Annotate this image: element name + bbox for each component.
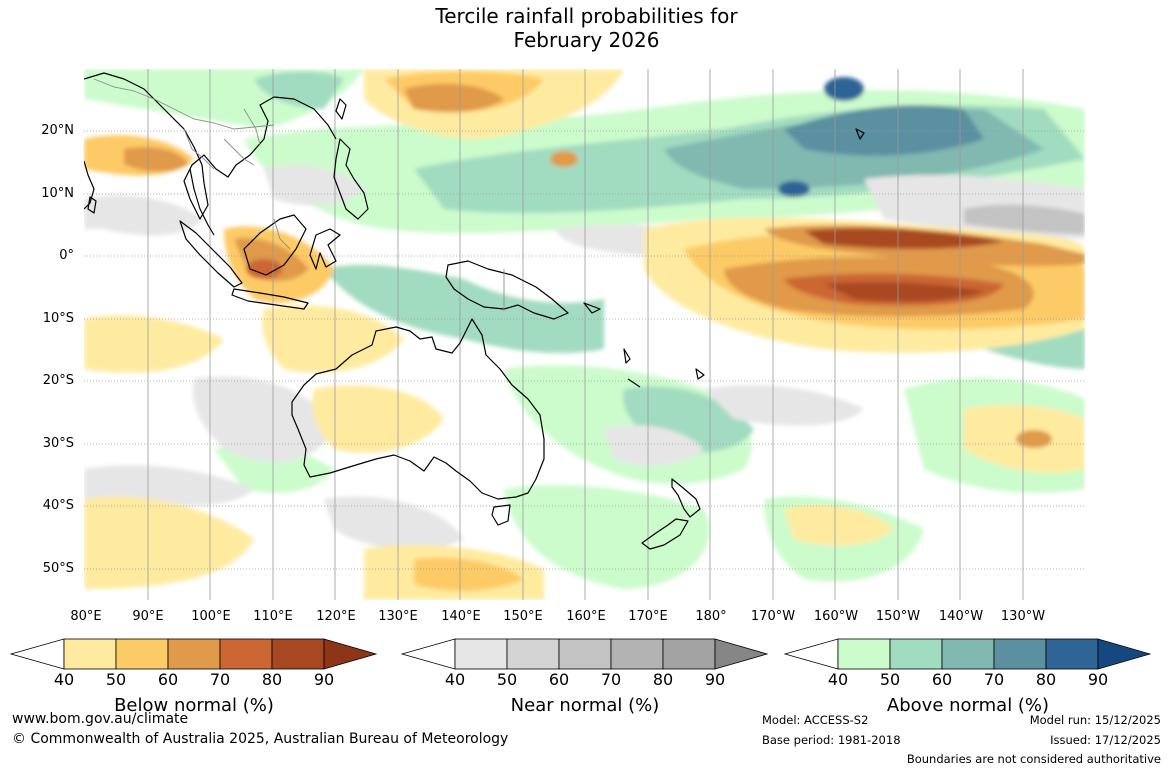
coastlines [84, 72, 865, 550]
new-guinea-outline [445, 260, 569, 320]
near-swatch-1 [454, 638, 508, 670]
lon-label-170w: 170°W [750, 609, 796, 624]
new-zealand-north-outline [671, 478, 701, 518]
above-swatch-1 [837, 638, 891, 670]
above-tick-80: 80 [1035, 670, 1057, 689]
taiwan-outline [335, 98, 347, 120]
near-tick-70: 70 [600, 670, 622, 689]
lon-label-160w: 160°W [813, 609, 859, 624]
below-swatch-2 [115, 638, 169, 670]
lon-label-130w: 130°W [1000, 609, 1046, 624]
rainfall-probability-map [84, 69, 1085, 600]
below-tick-80: 80 [261, 670, 283, 689]
below-tick-50: 50 [105, 670, 127, 689]
model-name: Model: ACCESS-S2 [762, 713, 869, 727]
lon-label-170e: 170°E [628, 609, 668, 624]
borneo-outline [243, 214, 307, 276]
new-zealand-south-outline [641, 518, 689, 550]
near-normal-title: Near normal (%) [510, 695, 660, 716]
lon-label-180: 180° [695, 609, 727, 624]
below-swatch-0 [10, 638, 65, 670]
below-swatch-4 [219, 638, 273, 670]
near-swatch-0 [401, 638, 456, 670]
above-tick-70: 70 [983, 670, 1005, 689]
below-tick-70: 70 [209, 670, 231, 689]
lat-label-30s: 30°S [42, 436, 74, 451]
sumatra-outline [179, 220, 243, 288]
lon-label-160e: 160°E [566, 609, 606, 624]
java-outline [231, 288, 309, 310]
lon-label-140e: 140°E [441, 609, 481, 624]
above-swatch-3 [941, 638, 995, 670]
lon-label-80e: 80°E [70, 609, 102, 624]
boundaries-disclaimer: Boundaries are not considered authoritat… [906, 752, 1161, 766]
near-swatch-4 [610, 638, 664, 670]
lat-label-10n: 10°N [41, 186, 74, 201]
above-normal-title: Above normal (%) [886, 695, 1050, 716]
below-swatch-3 [167, 638, 221, 670]
lon-label-150e: 150°E [503, 609, 543, 624]
lat-label-20s: 20°S [42, 373, 74, 388]
issued-date: Issued: 17/12/2025 [1050, 733, 1161, 747]
below-tick-90: 90 [313, 670, 335, 689]
graticule [84, 69, 1085, 600]
below-normal-colorbar [10, 638, 378, 670]
near-normal-colorbar [401, 638, 769, 670]
lon-label-100e: 100°E [191, 609, 231, 624]
above-swatch-2 [889, 638, 943, 670]
lon-label-140w: 140°W [938, 609, 984, 624]
title-line2: February 2026 [513, 28, 660, 52]
above-swatch-5 [1045, 638, 1099, 670]
below-swatch-5 [271, 638, 325, 670]
se-asia-outline [84, 72, 337, 220]
near-tick-60: 60 [548, 670, 570, 689]
below-swatch-1 [63, 638, 117, 670]
tasmania-outline [491, 504, 511, 526]
sri-lanka-outline [87, 196, 97, 214]
above-tick-40: 40 [827, 670, 849, 689]
malay-peninsula-outline [189, 168, 215, 236]
below-tick-60: 60 [157, 670, 179, 689]
india-outline [84, 160, 95, 210]
above-swatch-0 [784, 638, 839, 670]
lat-label-0: 0° [59, 248, 74, 263]
above-normal-colorbar [784, 638, 1152, 670]
lat-label-20n: 20°N [41, 123, 74, 138]
near-tick-40: 40 [444, 670, 466, 689]
copyright-text: © Commonwealth of Australia 2025, Austra… [12, 731, 509, 747]
lat-label-50s: 50°S [42, 561, 74, 576]
lon-label-110e: 110°E [253, 609, 293, 624]
title-line1: Tercile rainfall probabilities for [435, 4, 738, 28]
philippines-outline [333, 138, 369, 220]
above-tick-50: 50 [879, 670, 901, 689]
base-period: Base period: 1981-2018 [762, 733, 901, 747]
map-title: Tercile rainfall probabilities for Febru… [0, 4, 1173, 52]
below-normal-title: Below normal (%) [114, 695, 274, 716]
lon-label-90e: 90°E [132, 609, 164, 624]
above-swatch-4 [993, 638, 1047, 670]
near-swatch-5 [662, 638, 716, 670]
above-tick-60: 60 [931, 670, 953, 689]
near-tick-90: 90 [704, 670, 726, 689]
lat-label-40s: 40°S [42, 498, 74, 513]
lon-label-150w: 150°W [875, 609, 921, 624]
near-swatch-2 [506, 638, 560, 670]
below-swatch-6 [323, 638, 378, 670]
australia-outline [291, 318, 545, 500]
near-tick-50: 50 [496, 670, 518, 689]
sulawesi-outline [309, 228, 341, 270]
lat-label-10s: 10°S [42, 311, 74, 326]
near-tick-80: 80 [652, 670, 674, 689]
near-swatch-3 [558, 638, 612, 670]
website-link[interactable]: www.bom.gov.au/climate [12, 711, 189, 727]
lon-label-130e: 130°E [378, 609, 418, 624]
above-tick-90: 90 [1087, 670, 1109, 689]
near-swatch-6 [714, 638, 769, 670]
below-tick-40: 40 [53, 670, 75, 689]
above-swatch-6 [1097, 638, 1152, 670]
below-normal-field [84, 69, 1085, 600]
lon-label-120e: 120°E [316, 609, 356, 624]
country-borders [93, 78, 505, 311]
model-run-date: Model run: 15/12/2025 [1029, 713, 1161, 727]
